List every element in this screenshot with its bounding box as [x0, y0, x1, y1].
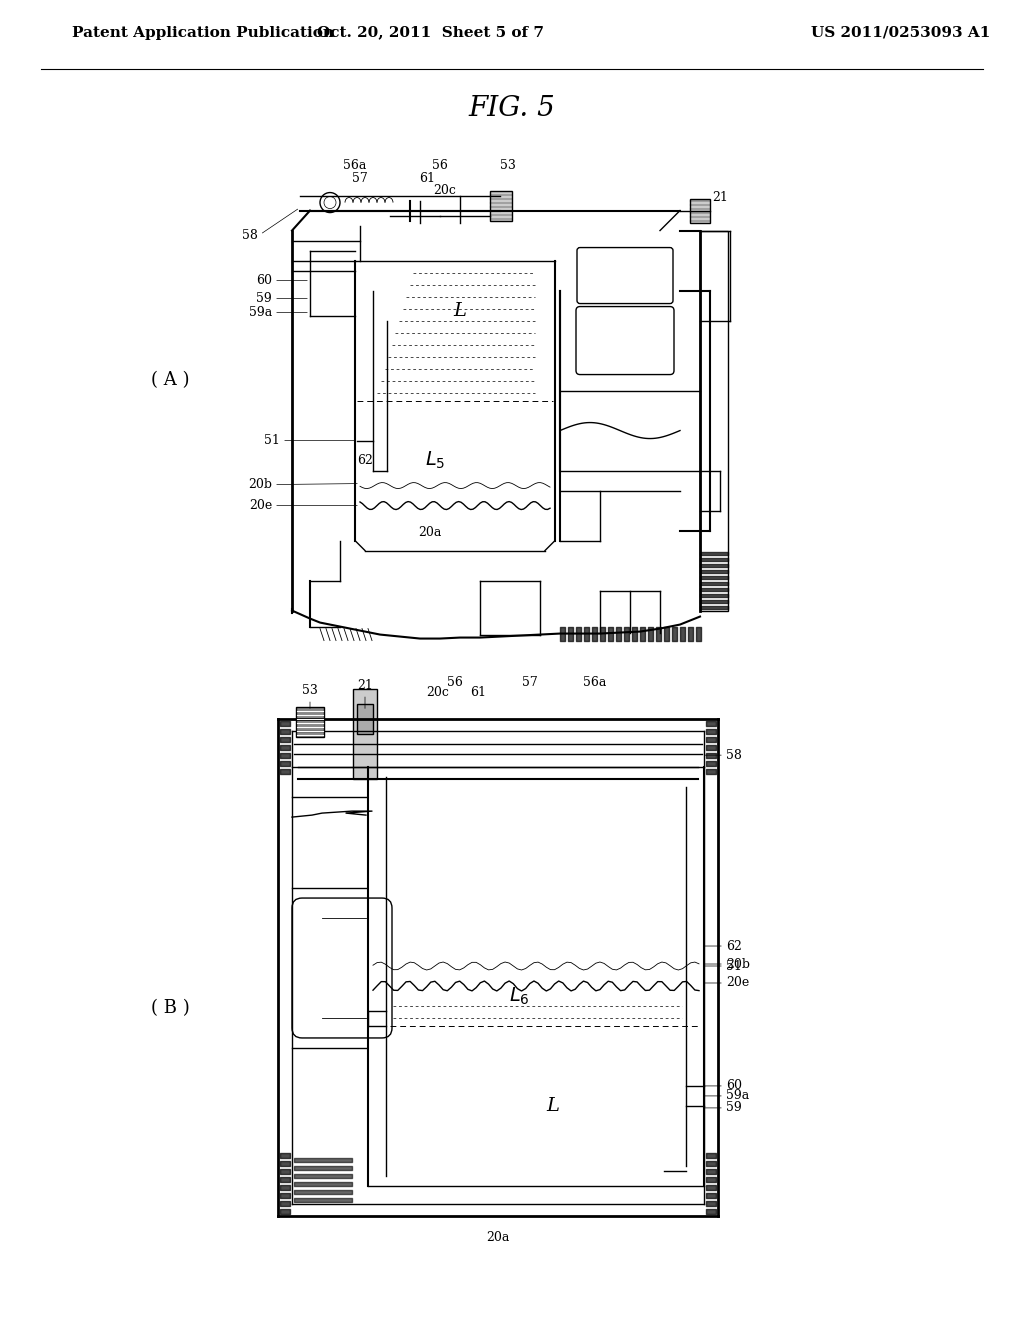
Text: Oct. 20, 2011  Sheet 5 of 7: Oct. 20, 2011 Sheet 5 of 7: [316, 25, 544, 40]
Text: 20e: 20e: [249, 499, 272, 512]
Text: 59: 59: [256, 292, 272, 305]
Text: 56: 56: [447, 676, 463, 689]
Text: $L_6$: $L_6$: [509, 985, 529, 1007]
Bar: [700, 231, 728, 611]
Text: ( B ): ( B ): [151, 999, 189, 1016]
Bar: [296, 708, 324, 737]
Text: 53: 53: [302, 684, 317, 697]
Text: 20c: 20c: [433, 183, 457, 197]
Text: 51: 51: [726, 960, 741, 973]
Text: 20a: 20a: [486, 1232, 510, 1245]
Text: 62: 62: [726, 940, 741, 953]
Text: 20e: 20e: [726, 977, 750, 990]
Text: ( A ): ( A ): [151, 371, 189, 389]
Text: 20b: 20b: [726, 957, 750, 970]
Text: 56a: 56a: [584, 676, 606, 689]
Text: 59: 59: [726, 1101, 741, 1114]
Text: 58: 58: [242, 230, 258, 242]
Text: 21: 21: [712, 191, 728, 205]
Text: 61: 61: [470, 686, 486, 700]
Text: 20b: 20b: [248, 478, 272, 491]
Text: 51: 51: [264, 434, 280, 447]
Text: 53: 53: [500, 158, 516, 172]
Text: 57: 57: [352, 172, 368, 185]
Text: US 2011/0253093 A1: US 2011/0253093 A1: [811, 25, 991, 40]
Bar: [490, 190, 512, 220]
Text: 56a: 56a: [343, 158, 367, 172]
Text: 56: 56: [432, 158, 447, 172]
Text: Patent Application Publication: Patent Application Publication: [72, 25, 334, 40]
Text: 61: 61: [419, 172, 435, 185]
Text: FIG. 5: FIG. 5: [469, 95, 555, 123]
Text: 59a: 59a: [726, 1089, 750, 1102]
Text: 62: 62: [357, 454, 373, 467]
Text: 21: 21: [357, 680, 373, 692]
Text: 60: 60: [256, 275, 272, 286]
Text: 58: 58: [726, 748, 741, 762]
Text: 20a: 20a: [419, 527, 441, 539]
Text: 20c: 20c: [427, 686, 450, 700]
Text: 60: 60: [726, 1080, 742, 1093]
Bar: [353, 689, 377, 779]
Text: L: L: [454, 301, 467, 319]
Text: 57: 57: [522, 676, 538, 689]
Bar: [690, 198, 710, 223]
Text: 59a: 59a: [249, 306, 272, 319]
Text: $L_5$: $L_5$: [425, 450, 445, 471]
Text: L: L: [546, 1097, 559, 1115]
Bar: [357, 704, 373, 734]
